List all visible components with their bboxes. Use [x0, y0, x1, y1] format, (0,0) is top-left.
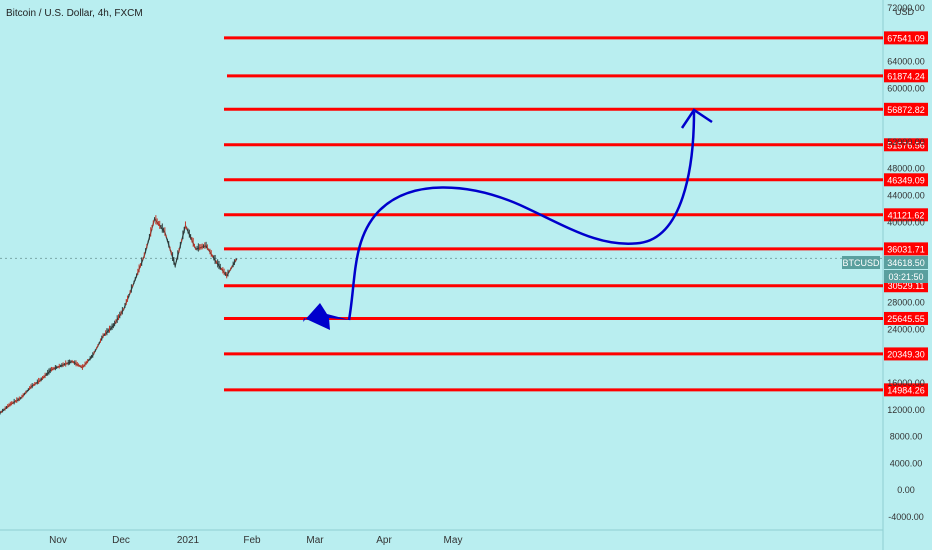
price-axis-tick: 16000.00	[887, 378, 925, 388]
price-axis-tick: 40000.00	[887, 217, 925, 227]
level-label-bg	[884, 102, 928, 116]
level-label: 56872.82	[887, 105, 925, 115]
level-label: 20349.30	[887, 349, 925, 359]
price-axis-tick: 44000.00	[887, 191, 925, 201]
price-axis-tick: 48000.00	[887, 164, 925, 174]
time-axis-tick: May	[444, 535, 463, 546]
level-label: 36031.71	[887, 244, 925, 254]
level-label: 25645.55	[887, 314, 925, 324]
level-label-bg	[884, 383, 928, 397]
price-axis-tick: 60000.00	[887, 83, 925, 93]
time-axis-tick: Mar	[306, 535, 324, 546]
support-resistance-levels[interactable]: 67541.09 61874.24 56872.82 51576.56 46349.09…	[224, 31, 928, 397]
price-axis-tick: 64000.00	[887, 57, 925, 67]
projection-arrow-head	[680, 108, 713, 129]
level-label-bg	[884, 242, 928, 256]
level-label-bg	[884, 208, 928, 222]
price-axis-tick: 24000.00	[887, 324, 925, 334]
price-axis-tick: 52000.00	[887, 137, 925, 147]
price-axis-tick: -4000.00	[888, 512, 924, 522]
time-axis-tick: Dec	[112, 535, 130, 546]
countdown-tag-value: 03:21:50	[888, 272, 923, 282]
level-label-bg	[884, 138, 928, 152]
price-axis-tick: 28000.00	[887, 298, 925, 308]
time-axis-tick: Nov	[49, 535, 67, 546]
price-axis-tick: 12000.00	[887, 405, 925, 415]
countdown-tag-bg	[884, 270, 928, 283]
level-label: 30529.11	[888, 281, 925, 291]
plot-background	[0, 0, 883, 530]
level-label: 51576.56	[887, 140, 925, 150]
level-label: 46349.09	[887, 175, 925, 185]
level-label: 41121.62	[888, 210, 925, 220]
price-tag-bg	[884, 256, 928, 269]
price-tag-value: 34618.50	[887, 258, 925, 268]
symbol-tag-text: BTCUSD	[842, 258, 880, 268]
level-label-bg	[884, 311, 928, 325]
level-label: 14984.26	[887, 385, 925, 395]
time-axis-tick: Feb	[243, 535, 261, 546]
price-axis-tick: 72000.00	[887, 3, 925, 13]
price-axis-tick: 0.00	[897, 485, 915, 495]
price-axis-tick: 8000.00	[890, 432, 923, 442]
last-price-tag[interactable]: BTCUSD 34618.50 03:21:50	[842, 256, 928, 283]
level-label: 61874.24	[887, 71, 925, 81]
currency-unit: USD	[894, 7, 914, 17]
time-axis-tick: Apr	[376, 535, 392, 546]
price-series	[0, 215, 238, 415]
level-label-bg	[884, 347, 928, 361]
level-label: 67541.09	[887, 33, 925, 43]
price-axis-tick: 4000.00	[890, 458, 923, 468]
time-axis-ticks: Nov Dec 2021 Feb Mar Apr May	[49, 535, 462, 546]
projection-arrow-curve[interactable]	[347, 111, 696, 321]
level-label-bg	[884, 173, 928, 187]
lightning-zigzag	[303, 303, 350, 330]
symbol-tag-bg	[842, 256, 880, 269]
symbol-title: Bitcoin / U.S. Dollar, 4h, FXCM	[6, 8, 143, 19]
level-label-bg	[884, 69, 928, 83]
time-axis-tick: 2021	[177, 535, 200, 546]
level-label-bg	[884, 31, 928, 45]
